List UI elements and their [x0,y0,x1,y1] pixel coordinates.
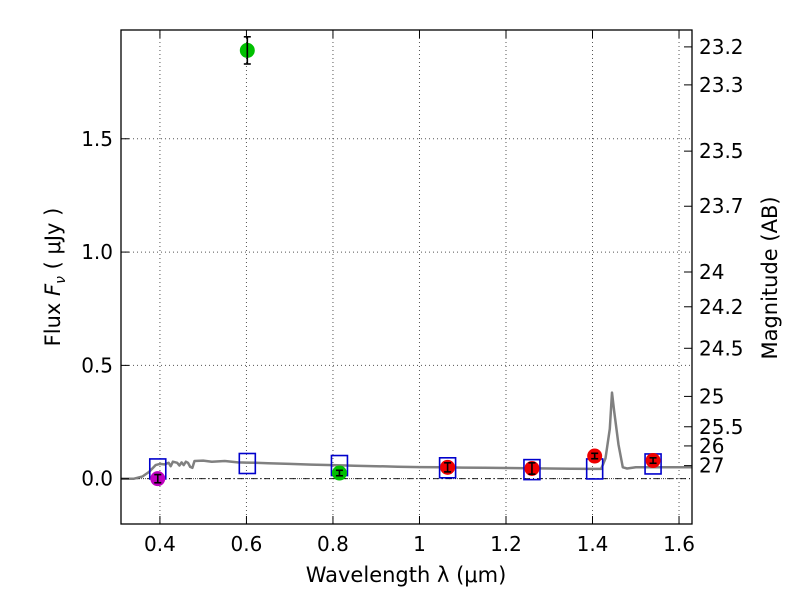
x-tick-label: 1.4 [577,532,609,556]
x-tick-label: 1.2 [490,532,522,556]
x-tick-label: 0.4 [144,532,176,556]
model-spectrum-line [121,391,692,480]
plot-background [121,30,692,524]
magnitude-tick-label: 23.5 [699,139,744,163]
y-axis-label-prefix: Flux [41,296,65,346]
y-axis-label-subscript: ν [53,276,69,284]
x-tick-label: 0.8 [317,532,349,556]
magnitude-tick-label: 25 [699,384,724,408]
y-axis-label: Flux Fν ( μJy ) [41,208,69,347]
magnitude-tick-label: 24.2 [699,295,744,319]
magnitude-tick-label: 24 [699,260,724,284]
model-photometry-square [438,457,457,479]
magnitude-tick-label: 27 [699,454,724,478]
y2-axis-label: Magnitude (AB) [758,196,782,359]
magnitude-tick-label: 23.7 [699,194,744,218]
magnitude-tick-label: 25.5 [699,415,744,439]
data-points-layer [148,35,662,487]
y-axis-label-symbol: F [41,283,65,296]
model-photometry-square [523,458,541,481]
x-axis-label: Wavelength λ (μm) [306,563,507,587]
plot-frame [120,29,693,525]
y-tick-label: 0.5 [81,353,113,377]
magnitude-tick-label: 23.2 [699,35,744,59]
magnitude-tick-label: 23.3 [699,73,744,97]
axis-ticks: 0.4 0.6 0.8 1 1.2 1.4 1.6 0.0 0.5 1.0 1.5 23.2 23.3 2… [81,30,744,556]
grid [121,30,692,524]
x-tick-label: 0.6 [231,532,263,556]
y-tick-label: 0.0 [81,467,113,491]
x-tick-label: 1 [413,532,426,556]
y-axis-label-suffix: ( μJy ) [41,208,65,276]
y-tick-label: 1.5 [81,127,113,151]
y-tick-label: 1.0 [81,240,113,264]
x-tick-label: 1.6 [663,532,695,556]
magnitude-tick-label: 26 [699,434,724,458]
magnitude-tick-label: 24.5 [699,336,744,360]
model-spectrum-layer [121,391,692,480]
model-photometry-square [238,452,257,475]
